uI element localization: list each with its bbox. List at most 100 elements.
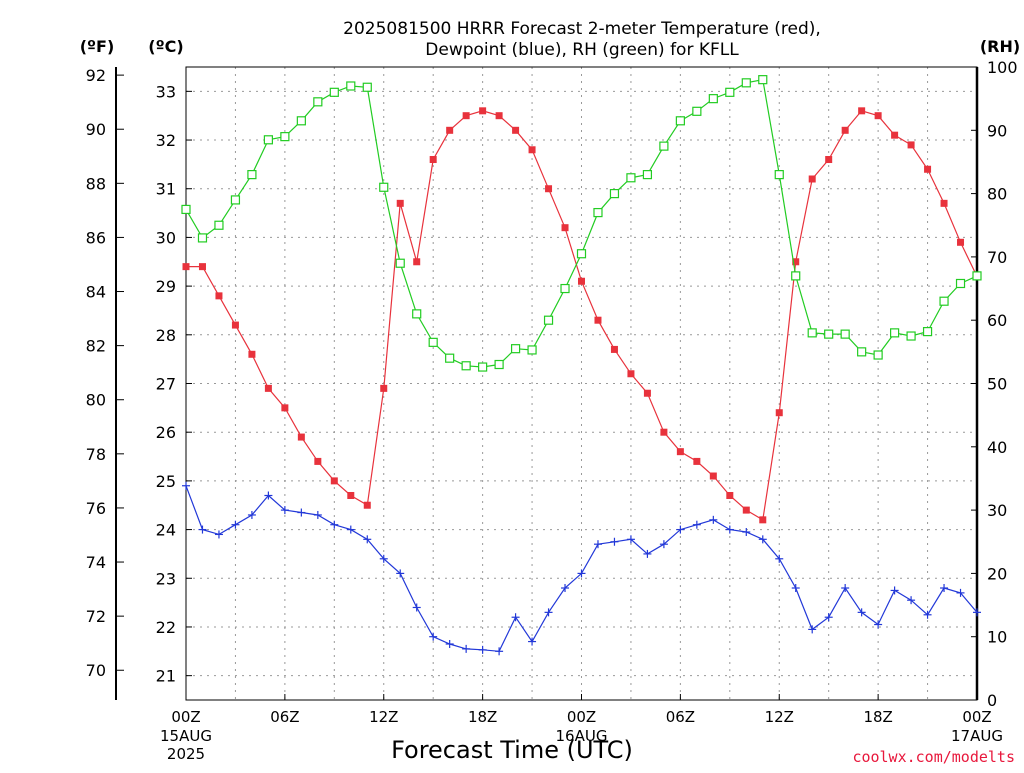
dewpoint-data-point <box>495 647 504 656</box>
dewpoint-data-point <box>626 535 635 544</box>
fahrenheit-tick-label: 80 <box>86 391 106 410</box>
temperature-data-point <box>198 263 206 271</box>
dewpoint-data-point <box>907 596 916 605</box>
rh-data-point <box>181 204 191 215</box>
rh-data-point <box>263 135 273 145</box>
fahrenheit-tick-label: 88 <box>86 174 106 193</box>
x-tick-label: 06Z <box>666 708 695 726</box>
temperature-data-point <box>676 448 684 456</box>
dewpoint-data-point <box>247 510 256 519</box>
rh-data-point <box>807 328 817 338</box>
temperature-data-point <box>891 131 899 139</box>
dewpoint-data-point <box>890 586 899 595</box>
dewpoint-data-point <box>923 610 932 619</box>
temperature-data-point <box>231 321 239 329</box>
rh-data-point <box>395 258 405 268</box>
dewpoint-data-point <box>940 584 949 593</box>
dewpoint-data-point <box>956 588 965 597</box>
dewpoint-data-point <box>561 584 570 593</box>
celsius-tick-label: 25 <box>156 472 176 491</box>
rh-tick-label: 80 <box>987 185 1007 204</box>
celsius-tick-label: 32 <box>156 131 176 150</box>
temperature-data-point <box>775 409 783 417</box>
rh-data-point <box>593 207 603 218</box>
celsius-tick-label: 22 <box>156 618 176 637</box>
x-tick-label: 12Z <box>369 708 398 726</box>
rh-data-point <box>543 315 554 325</box>
rh-data-point <box>659 141 669 151</box>
rh-data-point <box>412 309 422 319</box>
dewpoint-data-point <box>528 637 537 646</box>
temperature-data-point <box>693 457 701 465</box>
dewpoint-data-point <box>824 613 833 622</box>
dewpoint-data-point <box>511 613 520 622</box>
temperature-data-point <box>924 165 932 173</box>
fahrenheit-tick-label: 90 <box>86 120 106 139</box>
dewpoint-data-point <box>297 508 306 517</box>
rh-tick-label: 50 <box>987 375 1007 394</box>
dewpoint-data-point <box>478 645 487 654</box>
rh-data-point <box>494 359 504 370</box>
temperature-data-point <box>215 292 223 300</box>
temperature-data-point <box>330 477 338 485</box>
temperature-data-point <box>841 126 849 134</box>
temperature-data-point <box>446 126 454 134</box>
dewpoint-data-point <box>659 540 668 549</box>
rh-data-point <box>197 233 208 243</box>
dewpoint-data-point <box>363 535 372 544</box>
rh-data-point <box>857 347 867 357</box>
temperature-data-point <box>297 433 305 441</box>
temperature-data-point <box>726 491 734 499</box>
rh-data-point <box>560 283 570 294</box>
x-tick-label: 00Z <box>567 708 596 726</box>
celsius-tick-label: 26 <box>156 423 176 442</box>
temperature-data-point <box>182 263 190 271</box>
rh-data-point <box>461 361 471 371</box>
rh-data-point <box>642 170 653 180</box>
temperature-data-point <box>792 258 800 266</box>
dewpoint-data-point <box>808 625 817 634</box>
rh-data-point <box>906 331 916 341</box>
x-tick-label: 18Z <box>468 708 497 726</box>
celsius-tick-label: 30 <box>156 228 176 247</box>
rh-data-point <box>214 220 224 230</box>
dewpoint-data-point <box>758 535 767 544</box>
rh-data-point <box>725 87 735 97</box>
dewpoint-data-point <box>857 608 866 617</box>
x-tick-date-label: 16AUG <box>556 727 608 745</box>
rh-tick-label: 70 <box>987 248 1007 267</box>
rh-tick-label: 40 <box>987 438 1007 457</box>
fahrenheit-tick-label: 76 <box>86 499 106 518</box>
dewpoint-data-point <box>742 528 751 537</box>
dewpoint-data-point <box>412 603 421 612</box>
fahrenheit-tick-label: 70 <box>86 661 106 680</box>
rh-data-point <box>692 106 702 116</box>
celsius-tick-label: 27 <box>156 375 176 394</box>
rh-data-point <box>362 82 372 92</box>
dewpoint-data-point <box>692 520 701 529</box>
rh-data-point <box>428 337 438 347</box>
fahrenheit-tick-label: 72 <box>86 607 106 626</box>
celsius-tick-label: 23 <box>156 569 176 588</box>
temperature-data-point <box>825 156 833 164</box>
temperature-data-point <box>808 175 816 183</box>
temperature-data-point <box>660 428 668 436</box>
rh-data-point <box>890 328 900 338</box>
temperature-data-point <box>363 501 371 509</box>
celsius-tick-label: 29 <box>156 277 176 296</box>
fahrenheit-tick-label: 92 <box>86 66 106 85</box>
temperature-data-point <box>248 350 256 358</box>
temperature-data-point <box>643 389 651 397</box>
dewpoint-data-point <box>429 632 438 641</box>
dewpoint-data-point <box>313 510 322 519</box>
dewpoint-data-point <box>379 554 388 563</box>
rh-data-point <box>939 296 949 306</box>
celsius-tick-label: 33 <box>156 82 176 101</box>
temperature-data-point <box>561 224 569 232</box>
axis-ticks: 21 22 23 24 25 26 27 28 29 30 31 32 33 70 72 74 76 78 80 82… <box>86 58 1018 763</box>
rh-data-point <box>741 78 751 88</box>
dewpoint-data-point <box>544 608 553 617</box>
chart-title-line2: Dewpoint (blue), RH (green) for KFLL <box>425 40 739 60</box>
rh-data-point <box>247 170 257 180</box>
temperature-data-point <box>610 345 618 353</box>
